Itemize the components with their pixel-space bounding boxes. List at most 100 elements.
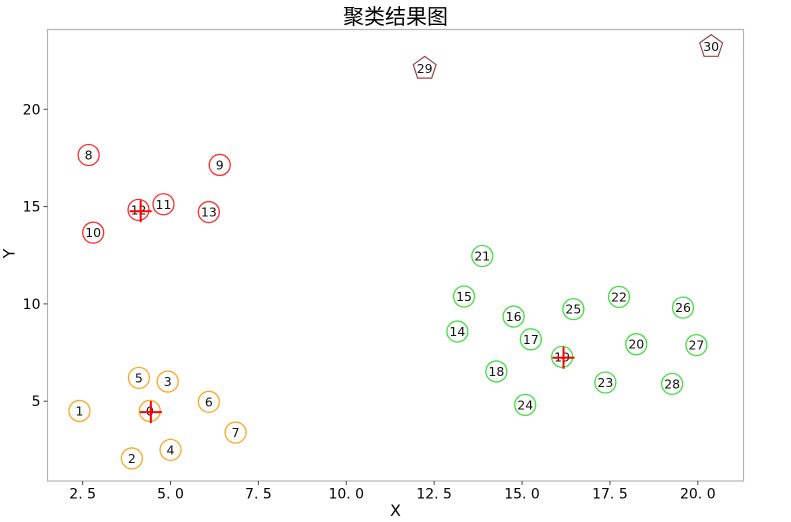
point-16: 16 — [502, 305, 525, 328]
point-label: 6 — [205, 394, 213, 409]
point-20: 20 — [625, 333, 648, 356]
point-26: 26 — [671, 296, 695, 319]
cluster-center-1 — [129, 200, 152, 223]
x-tick-label: 10. 0 — [328, 487, 364, 503]
circle-marker — [562, 298, 585, 321]
point-7: 7 — [224, 421, 247, 444]
point-label: 3 — [164, 374, 172, 389]
circle-marker — [159, 438, 182, 462]
point-label: 22 — [611, 289, 627, 304]
point-label: 28 — [664, 376, 680, 391]
point-label: 23 — [597, 375, 613, 390]
point-label: 9 — [216, 157, 224, 172]
point-3: 3 — [156, 370, 179, 393]
point-5: 5 — [127, 366, 151, 390]
circle-marker — [485, 360, 508, 383]
plot-border — [46, 28, 745, 482]
circle-marker — [197, 200, 220, 224]
circle-marker — [224, 421, 247, 444]
circle-marker — [120, 447, 144, 470]
x-tick-label: 20. 0 — [680, 487, 716, 503]
circle-marker — [625, 333, 648, 356]
circle-marker — [685, 334, 708, 357]
circle-marker — [452, 285, 476, 308]
circle-marker — [660, 372, 684, 396]
y-tick-label: 15 — [23, 200, 41, 216]
point-13: 13 — [197, 200, 220, 224]
point-24: 24 — [514, 393, 537, 417]
point-30: 30 — [698, 33, 724, 57]
circle-marker — [138, 399, 161, 423]
point-label: 0 — [146, 403, 154, 418]
circle-marker — [127, 198, 150, 222]
circle-marker — [208, 153, 231, 177]
circle-marker — [152, 193, 175, 216]
point-label: 25 — [565, 302, 581, 317]
point-label: 30 — [703, 39, 719, 54]
point-label: 12 — [131, 202, 147, 217]
point-18: 18 — [485, 360, 508, 383]
point-22: 22 — [607, 285, 631, 309]
pentagon-marker — [412, 55, 437, 79]
x-tick-label: 15. 0 — [504, 487, 540, 503]
point-label: 21 — [474, 249, 490, 264]
x-tick-label: 5. 0 — [157, 487, 184, 503]
point-17: 17 — [519, 328, 542, 351]
point-label: 17 — [523, 332, 539, 347]
circle-marker — [197, 390, 220, 413]
point-label: 16 — [506, 309, 522, 324]
circle-marker — [519, 328, 542, 351]
x-tick-label: 2. 5 — [69, 487, 96, 503]
point-label: 8 — [85, 148, 93, 163]
cluster-center-0 — [139, 401, 162, 424]
point-label: 15 — [456, 289, 472, 304]
point-label: 26 — [675, 300, 691, 315]
point-11: 11 — [152, 193, 175, 216]
point-21: 21 — [471, 244, 494, 268]
point-29: 29 — [412, 55, 437, 79]
x-tick-label: 17. 5 — [592, 487, 628, 503]
circle-marker — [471, 244, 494, 268]
point-27: 27 — [685, 334, 708, 357]
y-tick-label: 10 — [23, 297, 41, 313]
point-label: 4 — [167, 442, 175, 457]
point-label: 13 — [201, 205, 217, 220]
point-28: 28 — [660, 372, 684, 396]
point-label: 14 — [449, 324, 465, 339]
pentagon-marker — [698, 33, 724, 57]
point-25: 25 — [562, 298, 585, 321]
x-tick-label: 7. 5 — [245, 487, 272, 503]
point-label: 18 — [488, 364, 504, 379]
x-tick-label: 12. 5 — [416, 487, 452, 503]
point-9: 9 — [208, 153, 231, 177]
point-label: 27 — [688, 338, 704, 353]
cluster-center-2 — [552, 346, 575, 369]
circle-marker — [594, 371, 617, 394]
point-0: 0 — [138, 399, 161, 423]
circle-marker — [77, 143, 100, 167]
point-label: 20 — [628, 337, 644, 352]
point-label: 11 — [156, 197, 172, 212]
circle-marker — [671, 296, 695, 319]
x-axis-label: X — [390, 501, 401, 520]
circle-marker — [502, 305, 525, 328]
y-tick-label: 5 — [32, 394, 41, 410]
point-12: 12 — [127, 198, 150, 222]
point-6: 6 — [197, 390, 220, 413]
point-15: 15 — [452, 285, 476, 308]
circle-marker — [127, 366, 151, 390]
point-label: 24 — [517, 397, 533, 412]
point-2: 2 — [120, 447, 144, 470]
point-label: 29 — [417, 61, 433, 76]
y-tick-label: 20 — [23, 102, 41, 118]
chart-title: 聚类结果图 — [343, 5, 448, 29]
point-label: 10 — [85, 225, 101, 240]
point-8: 8 — [77, 143, 100, 167]
point-10: 10 — [82, 221, 105, 244]
circle-marker — [514, 393, 537, 417]
circle-marker — [156, 370, 179, 393]
point-4: 4 — [159, 438, 182, 462]
point-label: 1 — [76, 403, 84, 418]
